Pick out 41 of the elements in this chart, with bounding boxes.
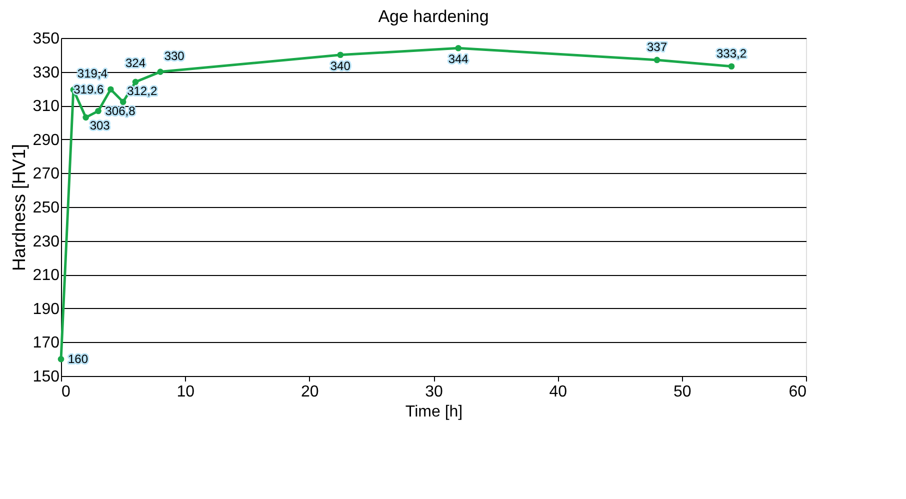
y-tick-label: 150: [32, 368, 60, 386]
data-label: 303: [90, 118, 110, 132]
point: [120, 98, 126, 106]
point: [337, 52, 344, 58]
y-tick-label: 250: [32, 200, 60, 216]
point: [95, 108, 102, 114]
data-label: 344: [448, 52, 469, 66]
y-tick-label: 350: [32, 30, 60, 48]
data-label: 324: [125, 56, 146, 70]
y-tick-label: 330: [32, 64, 60, 82]
x-tick-label: 30: [425, 384, 443, 400]
x-axis-title: Time [h]: [405, 404, 463, 420]
y-tick-label: 310: [32, 98, 60, 116]
point: [728, 63, 735, 70]
x-tick-label: 10: [176, 384, 195, 400]
y-tick-label: 210: [32, 267, 60, 284]
data-label: 306,8: [105, 104, 136, 118]
x-tick-label: 50: [673, 384, 692, 400]
y-tick-label: 170: [32, 334, 60, 352]
y-tick-label: 230: [32, 233, 60, 250]
point: [132, 78, 139, 86]
point: [108, 86, 114, 93]
data-label: 330: [164, 48, 185, 63]
point: [455, 44, 462, 52]
x-tick-label: 20: [300, 384, 319, 400]
point: [58, 356, 64, 362]
x-tick-label: 60: [788, 384, 807, 400]
point: [82, 114, 89, 121]
data-label: 337: [646, 40, 668, 54]
x-tick-label: 40: [549, 384, 568, 400]
chart-title: Age hardening: [378, 7, 489, 26]
x-tick-label: 0: [62, 384, 70, 400]
y-tick-label: 270: [32, 166, 60, 183]
data-label: 160: [68, 352, 88, 366]
y-tick-label: 190: [32, 300, 60, 318]
data-label: 333,2: [716, 46, 747, 60]
data-label: 340: [330, 58, 351, 73]
y-tick-label: 290: [32, 132, 60, 149]
point: [654, 56, 660, 64]
point: [157, 68, 164, 75]
y-axis-title: Hardness [HV1]: [8, 144, 29, 272]
